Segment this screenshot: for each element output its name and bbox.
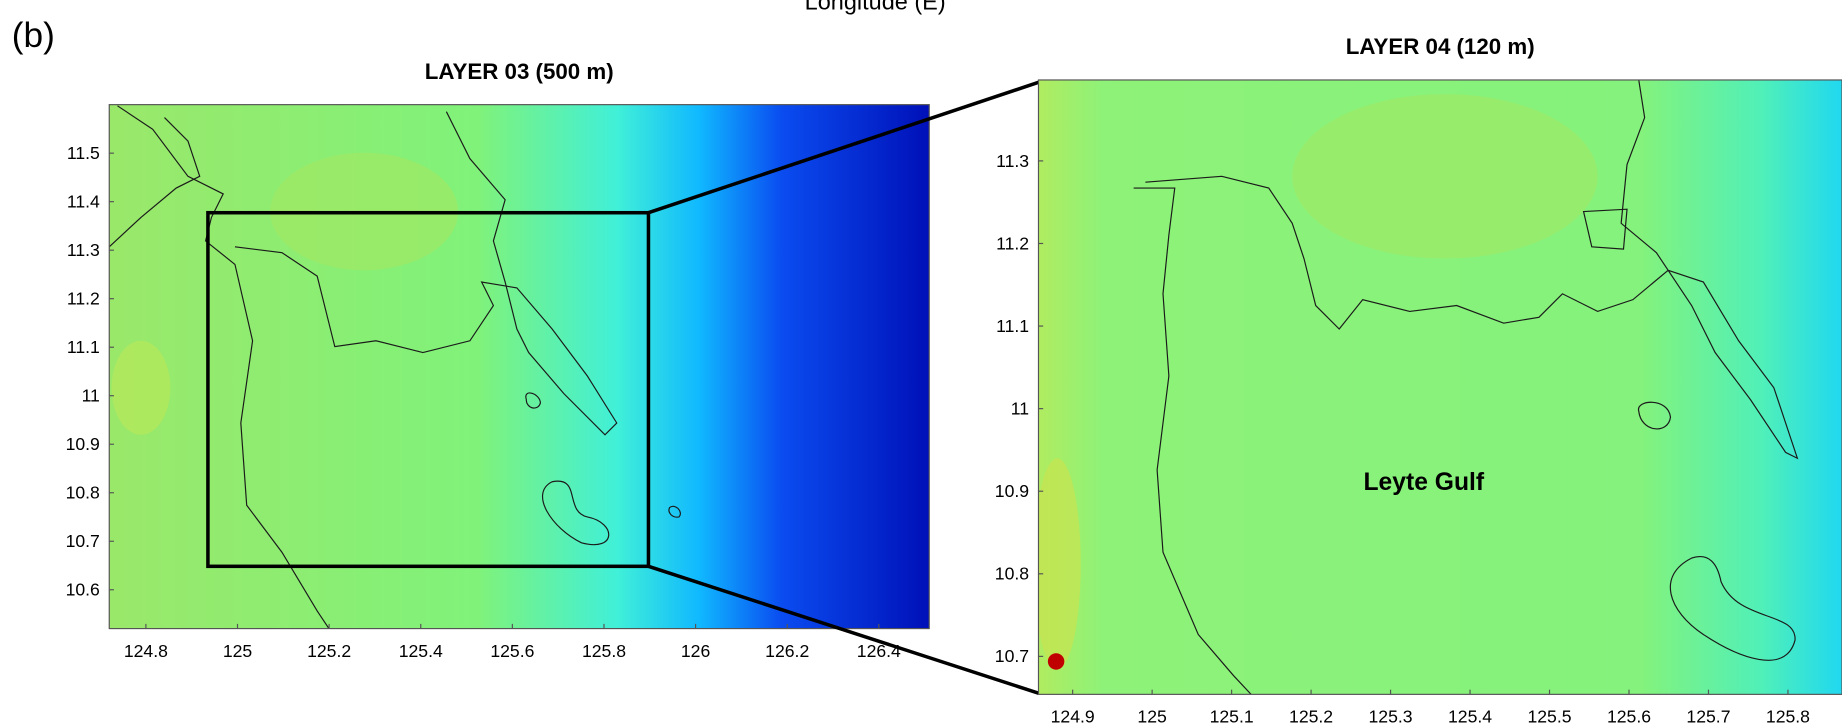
y-tick-label: 10.7 [66,531,100,551]
y-tick-label: 10.8 [66,483,100,503]
y-tick-label: 10.6 [66,580,100,600]
x-tick-label: 126.4 [857,641,901,661]
hotspot [1047,653,1065,670]
y-tick-label: 11.1 [67,337,100,357]
y-tick-label: 11.4 [67,192,100,212]
y-tick-label: 11 [82,386,100,406]
plot-frame [1037,79,1842,695]
map-left [109,104,930,629]
island [541,480,610,546]
y-tick-label: 10.9 [66,434,100,454]
y-tick-label: 10.8 [995,564,1029,584]
x-tick-label: 125.6 [490,641,534,661]
x-tick-label: 125 [1137,707,1167,725]
island [525,392,541,409]
zoom-connector [647,564,1040,695]
x-tick-label: 126 [681,641,711,661]
coastline [1133,187,1252,695]
y-tick-label: 10.9 [995,481,1029,501]
x-tick-label: 125.8 [582,641,626,661]
coastline [117,105,330,629]
x-tick-label: 125.2 [307,641,351,661]
coastline [234,111,618,436]
land-shade [1292,94,1598,259]
zoom-box [206,210,651,569]
coastline [109,117,201,248]
x-tick-label: 124.9 [1051,707,1095,725]
x-tick-label: 125.8 [1766,707,1810,725]
x-tick-label: 125 [223,641,253,661]
y-tick-label: 11.2 [67,289,100,309]
land-shade [111,340,171,435]
y-tick-label: 11 [1011,399,1029,419]
island [1582,208,1628,250]
zoom-connector [647,80,1040,215]
x-tick-label: 126.2 [765,641,809,661]
island [1638,401,1672,430]
y-tick-label: 11.5 [67,143,100,163]
x-tick-label: 125.4 [399,641,443,661]
x-tick-label: 125.7 [1686,707,1730,725]
x-tick-label: 125.3 [1369,707,1413,725]
x-tick-label: 125.2 [1289,707,1333,725]
y-tick-label: 11.3 [67,240,100,260]
x-axis-title: Longitude (E) [805,0,946,14]
map-right [1038,79,1842,695]
y-tick-label: 11.2 [996,233,1029,253]
island [668,505,681,518]
y-tick-label: 11.1 [996,316,1029,336]
field [109,104,930,629]
figure-label: (b) [12,16,55,55]
panel-title: LAYER 04 (120 m) [1346,34,1535,59]
x-tick-label: 125.1 [1210,707,1254,725]
annotation: Leyte Gulf [1364,469,1485,496]
panel-title: LAYER 03 (500 m) [425,59,614,84]
x-tick-label: 125.6 [1607,707,1651,725]
x-tick-label: 124.8 [124,641,168,661]
x-tick-label: 125.5 [1527,707,1571,725]
coastline [1145,79,1799,460]
island [1669,556,1796,661]
x-tick-label: 125.4 [1448,707,1492,725]
land-shade [1038,458,1081,670]
y-tick-label: 10.7 [995,646,1029,666]
y-tick-label: 11.3 [996,151,1029,171]
plot-frame [108,104,930,630]
